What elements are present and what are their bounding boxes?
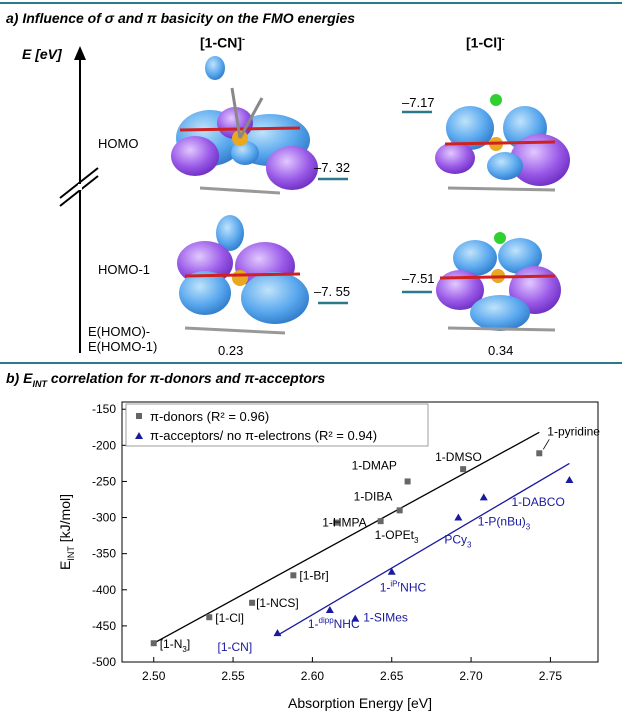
cl-homo1-energy: –7.51 [402, 271, 435, 286]
data-point-donor [396, 507, 403, 514]
point-label: 1-P(nBu)3 [478, 514, 531, 531]
fit-line-donors [153, 431, 540, 644]
x-axis-title: Absorption Energy [eV] [288, 695, 432, 711]
plot-frame [121, 401, 599, 663]
eint-scatter-chart: -500 -450 -400 -350 -300 -250 -200 -150 2.50 2.55… [57, 401, 600, 711]
data-point-donor [290, 572, 297, 579]
x-tick-label: 2.55 [221, 669, 245, 683]
axis-break-mark [59, 175, 99, 207]
point-label: 1-dippNHC [308, 616, 360, 631]
legend-marker-acceptor [135, 432, 143, 439]
point-label: [1-N3] [160, 637, 190, 654]
point-label: 1-HMPA [322, 516, 366, 530]
x-tick-label: 2.70 [459, 669, 483, 683]
data-point-donor [460, 466, 467, 473]
point-label: 1-pyridine [547, 424, 600, 438]
complex-cn-title: [1-CN]- [200, 34, 245, 51]
y-tick-label: -400 [92, 583, 116, 597]
cl-homo-energy: –7.17 [402, 95, 435, 110]
data-point-donor [333, 519, 340, 526]
point-label: PCy3 [444, 533, 472, 550]
energy-axis-arrow [74, 46, 86, 60]
data-point-acceptor [387, 567, 396, 575]
panel-a-title: a) Influence of σ and π basicity on the … [6, 10, 356, 26]
data-point-donor [404, 478, 411, 485]
data-point-acceptor [325, 606, 334, 613]
data-point-acceptor [351, 614, 360, 622]
point-label: 1-OPEt3 [375, 528, 419, 545]
legend-box [125, 403, 429, 447]
middle-rule [0, 362, 622, 364]
cn-energy-gap: 0.23 [218, 343, 244, 358]
point-label: 1-DABCO [511, 495, 564, 509]
point-label: 1-iPrNHC [380, 580, 427, 595]
point-label: [1-Cl] [215, 611, 244, 625]
y-tick-label: -200 [92, 438, 116, 452]
legend-label-acceptor: π-acceptors/ no π-electrons (R² = 0.94) [150, 428, 377, 443]
y-tick-label: -250 [92, 474, 116, 488]
legend-marker-donor [136, 413, 142, 419]
y-tick-label: -450 [92, 619, 116, 633]
panel-b-title: b) EINT correlation for π-donors and π-a… [6, 370, 326, 389]
y-tick-label: -150 [92, 402, 116, 416]
x-tick-label: 2.60 [301, 669, 325, 683]
orbital-image-cl-homo1 [436, 232, 561, 332]
top-rule [0, 2, 622, 4]
diff-label-line1: E(HOMO)- [88, 324, 151, 339]
data-point-donor [536, 450, 543, 457]
energy-axis-label: E [eV] [22, 46, 62, 62]
orbital-image-cn-homo [171, 56, 318, 195]
y-tick-label: -350 [92, 547, 116, 561]
row-label-homo1: HOMO-1 [98, 262, 150, 277]
y-tick-label: -500 [92, 655, 116, 669]
data-point-acceptor [565, 476, 574, 483]
point-label: 1-DMSO [435, 450, 482, 464]
y-tick-label: -300 [92, 511, 116, 525]
data-point-donor [249, 599, 256, 606]
fmo-diagram [59, 46, 570, 353]
x-tick-label: 2.65 [380, 669, 404, 683]
data-point-acceptor [273, 629, 282, 637]
point-label: 1-DIBA [354, 489, 393, 503]
orbital-image-cl-homo [435, 94, 570, 192]
complex-cl-title: [1-Cl]- [466, 34, 505, 51]
point-label: [1-Br] [299, 568, 328, 582]
fit-line-acceptors [277, 462, 570, 636]
data-point-acceptor [479, 493, 488, 501]
point-label: 1-SIMes [363, 611, 408, 625]
cn-homo-energy: –7. 32 [314, 160, 351, 175]
data-point-acceptor [454, 513, 463, 521]
point-label: [1-NCS] [256, 596, 299, 610]
cn-homo1-energy: –7. 55 [314, 284, 351, 299]
point-label: 1-DMAP [352, 458, 397, 472]
data-point-donor [150, 640, 157, 647]
y-axis-title: EINT [kJ/mol] [57, 494, 76, 570]
axis-break-mark [59, 167, 99, 199]
diff-label-line2: E(HOMO-1) [88, 339, 158, 354]
data-point-donor [377, 518, 384, 525]
cl-energy-gap: 0.34 [488, 343, 514, 358]
x-tick-label: 2.50 [142, 669, 166, 683]
point-label: [1-CN] [217, 640, 252, 654]
orbital-image-cn-homo1 [177, 215, 309, 335]
x-tick-label: 2.75 [539, 669, 563, 683]
data-point-donor [206, 614, 213, 621]
row-label-homo: HOMO [98, 136, 139, 151]
leader-line [542, 439, 550, 450]
legend-label-donor: π-donors (R² = 0.96) [150, 409, 269, 424]
